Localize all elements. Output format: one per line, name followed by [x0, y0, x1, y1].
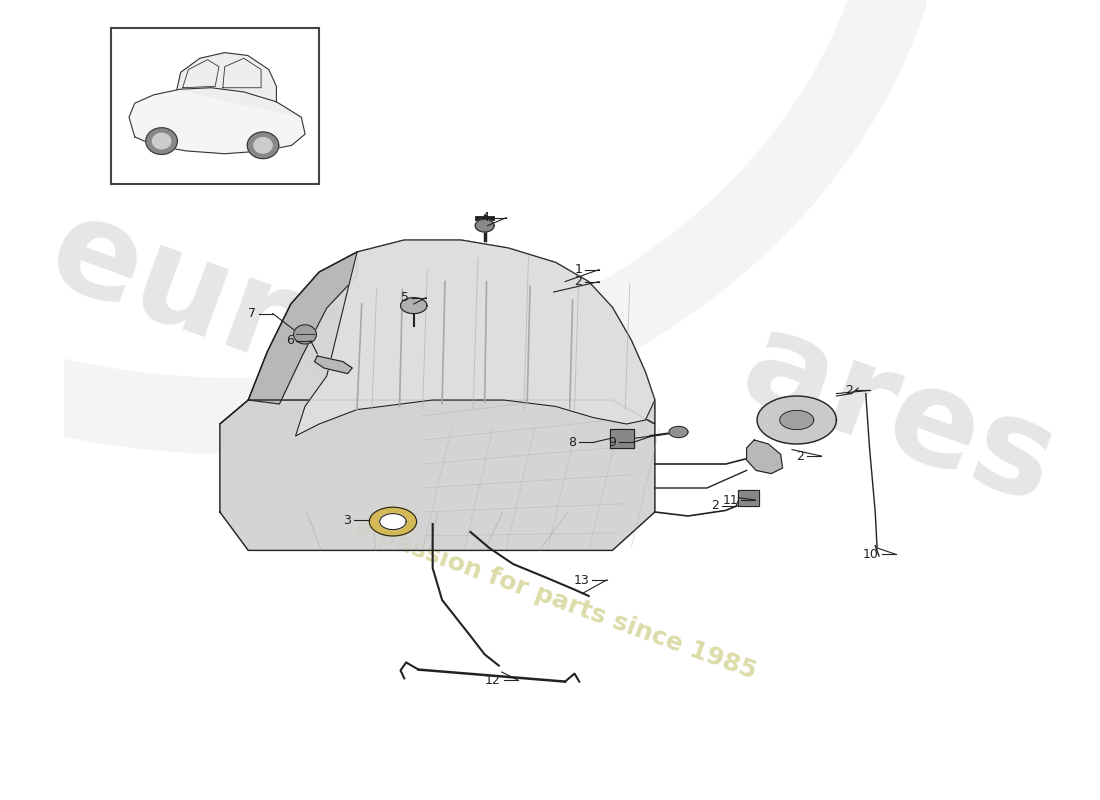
Polygon shape: [669, 426, 688, 438]
Polygon shape: [315, 356, 352, 374]
Polygon shape: [370, 507, 417, 536]
Text: O: O: [348, 246, 517, 426]
Text: 2: 2: [712, 499, 719, 512]
Polygon shape: [757, 396, 836, 444]
Text: 12: 12: [485, 674, 501, 686]
Polygon shape: [379, 514, 406, 530]
Text: 3: 3: [343, 514, 351, 526]
Text: euro: euro: [33, 186, 395, 422]
Polygon shape: [129, 88, 305, 154]
Polygon shape: [177, 53, 301, 118]
Polygon shape: [220, 252, 358, 424]
Polygon shape: [153, 134, 170, 149]
Polygon shape: [294, 325, 317, 344]
Polygon shape: [254, 138, 272, 153]
Polygon shape: [475, 219, 494, 232]
Text: 6: 6: [286, 334, 294, 347]
Text: 1: 1: [574, 263, 582, 276]
Polygon shape: [146, 128, 177, 154]
Bar: [111, 28, 319, 184]
Polygon shape: [248, 132, 278, 158]
Text: 5: 5: [402, 291, 409, 304]
Text: 11: 11: [723, 494, 738, 506]
Polygon shape: [220, 400, 654, 550]
Polygon shape: [249, 240, 654, 424]
Text: a passion for parts since 1985: a passion for parts since 1985: [351, 516, 760, 684]
Polygon shape: [610, 429, 634, 448]
Text: 2: 2: [574, 275, 582, 288]
Polygon shape: [780, 410, 814, 430]
Text: ares: ares: [726, 302, 1072, 530]
Polygon shape: [296, 240, 654, 436]
Text: 8: 8: [569, 436, 576, 449]
Text: 7: 7: [248, 307, 256, 320]
Text: 13: 13: [574, 574, 590, 586]
Text: 10: 10: [864, 548, 879, 561]
Polygon shape: [400, 298, 427, 314]
Text: 2: 2: [796, 450, 804, 462]
Text: 2: 2: [845, 384, 853, 397]
Text: 9: 9: [608, 436, 616, 449]
Polygon shape: [738, 490, 759, 506]
Text: 4: 4: [482, 211, 490, 224]
Polygon shape: [747, 440, 782, 474]
